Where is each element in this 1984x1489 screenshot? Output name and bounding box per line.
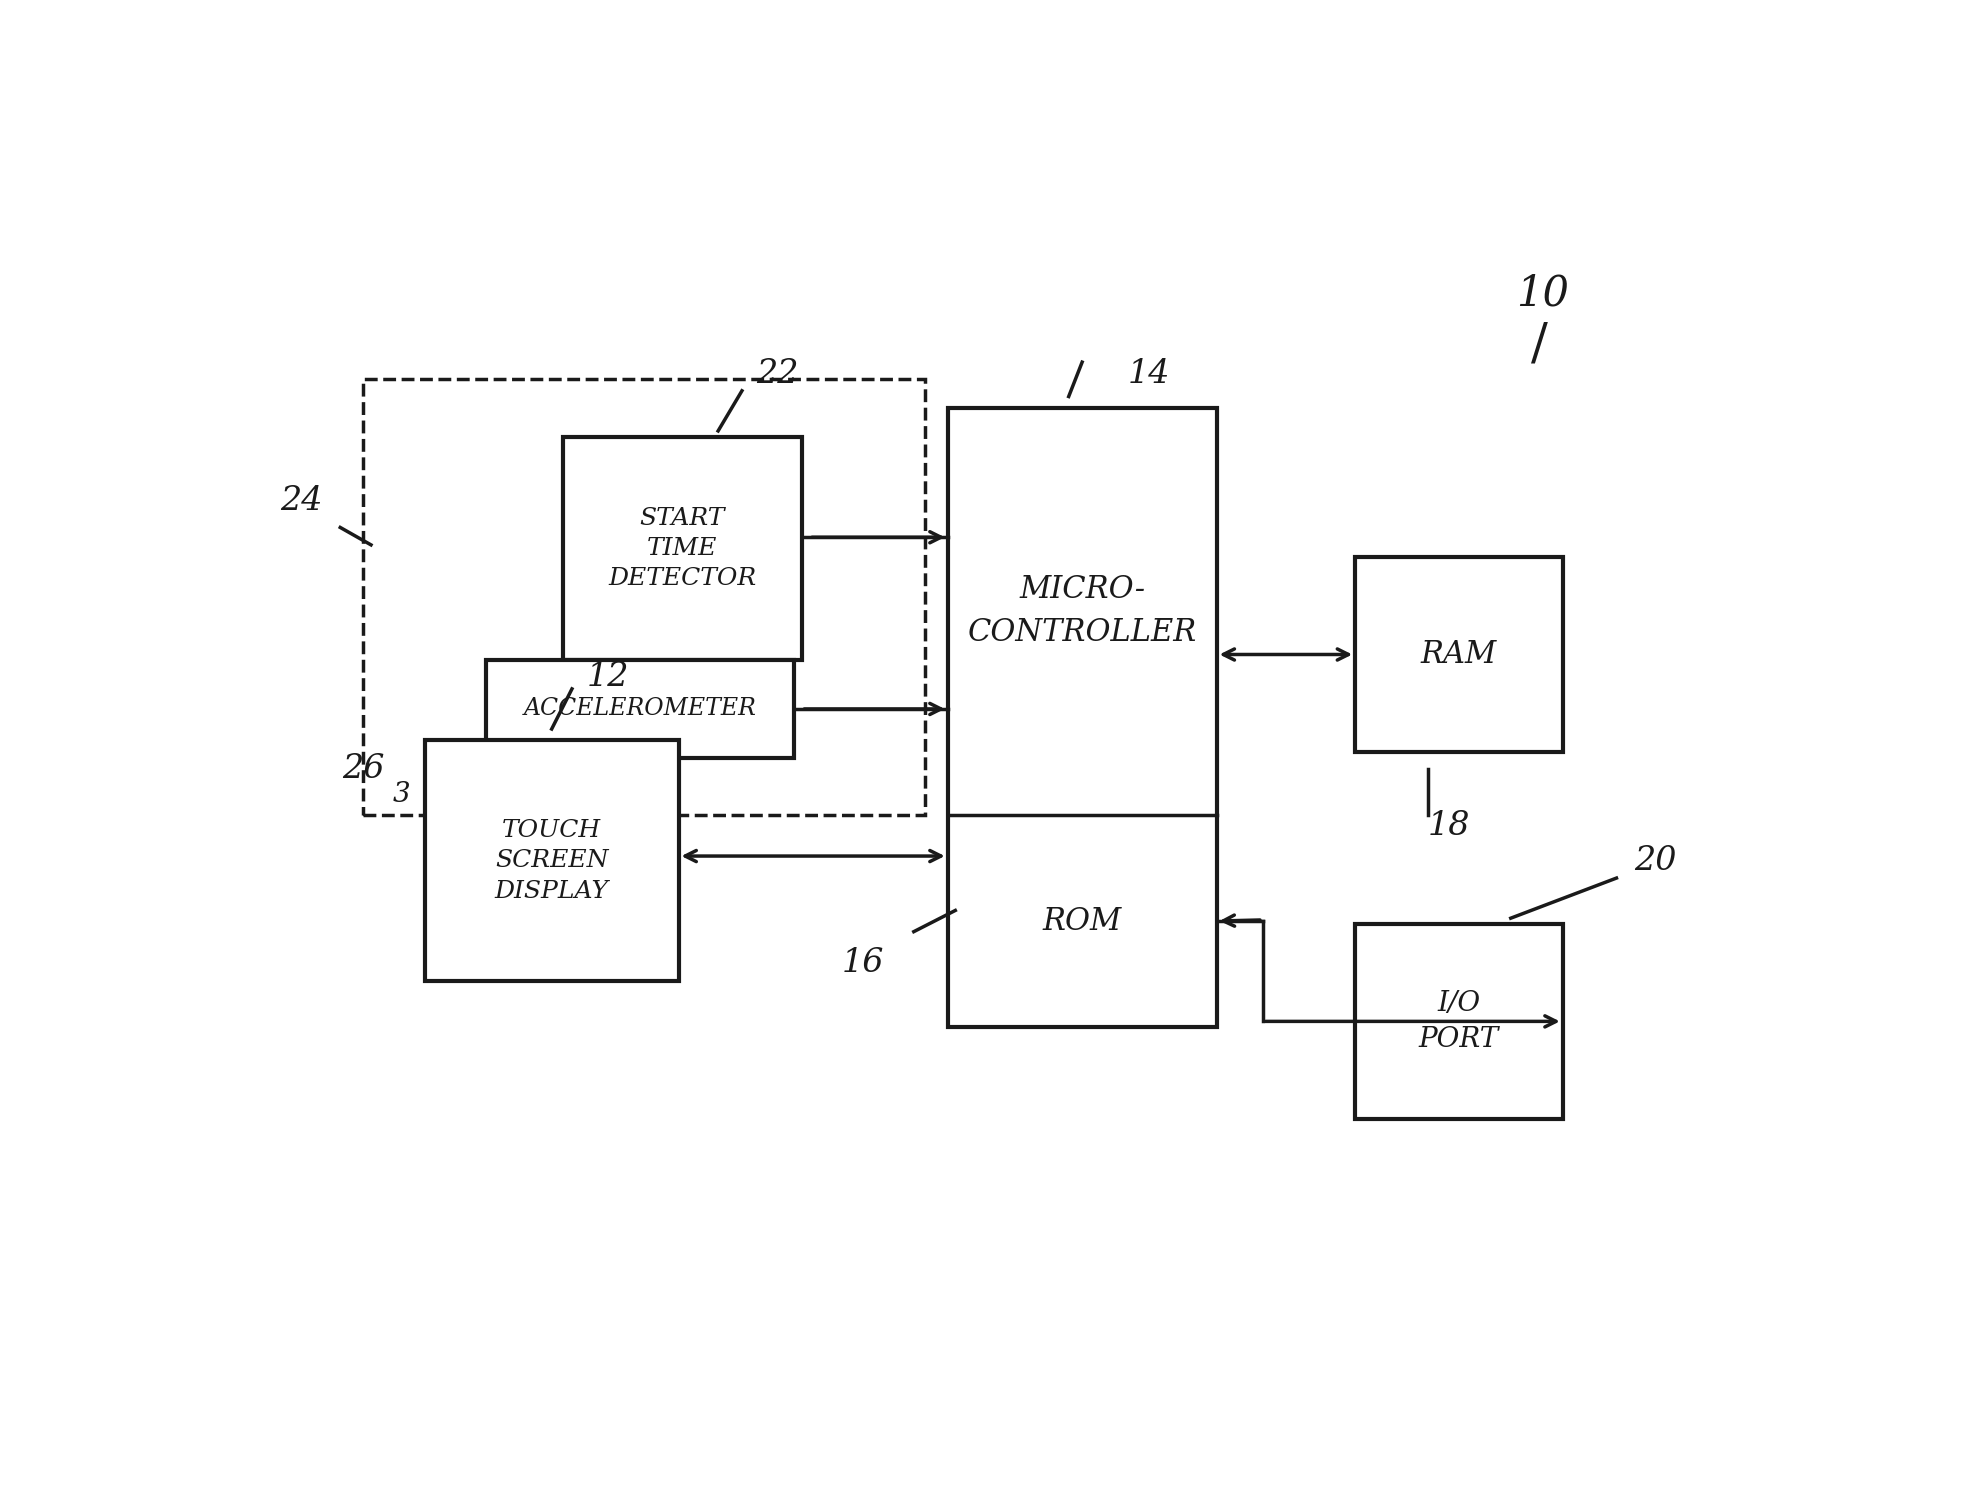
Bar	[948, 408, 1216, 1027]
Text: 22: 22	[756, 357, 800, 390]
Text: 24: 24	[280, 485, 323, 517]
Text: MICRO-
CONTROLLER: MICRO- CONTROLLER	[968, 575, 1196, 649]
Text: /: /	[1532, 320, 1548, 369]
Bar	[363, 380, 925, 814]
Bar	[1355, 923, 1563, 1118]
Text: 12: 12	[585, 661, 629, 694]
Text: TOUCH
SCREEN
DISPLAY: TOUCH SCREEN DISPLAY	[494, 819, 609, 902]
Text: ACCELEROMETER: ACCELEROMETER	[524, 697, 756, 721]
Text: 26: 26	[341, 753, 385, 785]
Text: 20: 20	[1633, 844, 1676, 877]
Text: START
TIME
DETECTOR: START TIME DETECTOR	[609, 506, 756, 590]
Bar	[425, 740, 679, 981]
Bar	[563, 436, 802, 660]
Text: 10: 10	[1516, 272, 1569, 314]
Text: 14: 14	[1129, 357, 1171, 390]
Text: 18: 18	[1426, 810, 1470, 843]
Bar	[486, 660, 794, 758]
Text: 16: 16	[841, 947, 885, 980]
Text: 3: 3	[393, 780, 411, 809]
Text: ROM: ROM	[1042, 905, 1121, 937]
Bar	[1355, 557, 1563, 752]
Text: RAM: RAM	[1421, 639, 1498, 670]
Text: I/O
PORT: I/O PORT	[1419, 990, 1500, 1053]
